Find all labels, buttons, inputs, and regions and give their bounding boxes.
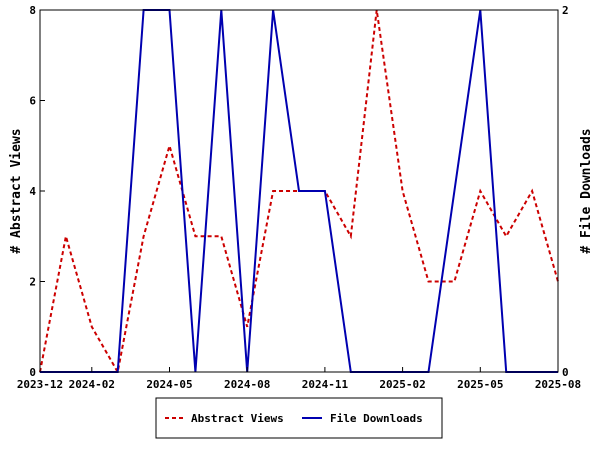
y-tick-label: 6 [29, 95, 36, 108]
x-tick-label: 2024-05 [146, 378, 192, 391]
series-line-abstract-views [39, 9, 559, 375]
y2-tick-label: 2 [562, 4, 569, 17]
y-axis-right: 02 [553, 4, 569, 379]
y-tick-label: 8 [29, 4, 36, 17]
y2-axis-title: # File Downloads [579, 128, 594, 253]
legend-label-abstract-views: Abstract Views [191, 412, 284, 425]
x-axis: 2023-12 2024-02 2024-05 2024-08 2024-11 2025-… [17, 367, 581, 391]
x-tick-label: 2024-08 [224, 378, 270, 391]
legend: Abstract Views File Downloads [155, 397, 443, 439]
x-tick-label: 2024-02 [69, 378, 115, 391]
plot-lines [39, 9, 559, 375]
x-tick-label: 2025-02 [379, 378, 425, 391]
y-axis-title: # Abstract Views [9, 128, 24, 253]
series-line-file-downloads [40, 9, 558, 373]
y-tick-label: 0 [29, 366, 36, 379]
legend-box [155, 397, 443, 439]
x-tick-label: 2025-05 [457, 378, 503, 391]
y-axis-left: 0 2 4 6 8 [29, 4, 45, 379]
x-tick-label: 2023-12 [17, 378, 63, 391]
y2-tick-label: 0 [562, 366, 569, 379]
y-tick-label: 4 [29, 185, 36, 198]
x-tick-label: 2025-08 [535, 378, 581, 391]
y-tick-label: 2 [29, 276, 36, 289]
x-tick-label: 2024-11 [302, 378, 349, 391]
legend-label-file-downloads: File Downloads [330, 412, 423, 425]
